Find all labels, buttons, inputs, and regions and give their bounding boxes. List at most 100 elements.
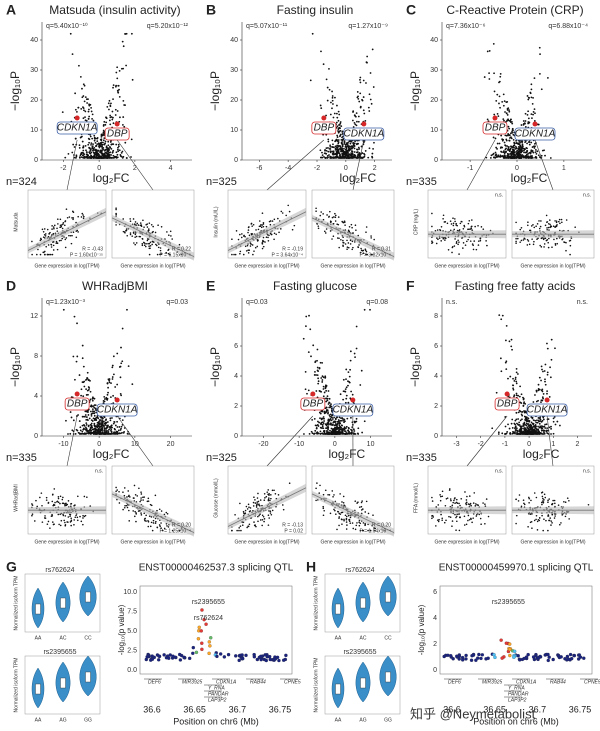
volcano-point (533, 77, 536, 80)
volcano-point (335, 430, 337, 432)
scatter-point (118, 490, 120, 493)
scatter-point (322, 505, 324, 508)
scatter-point (532, 224, 534, 226)
scatter-point (431, 496, 433, 499)
volcano-point (319, 430, 322, 433)
scatter-point (365, 231, 367, 233)
scatter-point (271, 509, 274, 512)
volcano-point (100, 416, 103, 419)
volcano-point (108, 425, 111, 428)
volcano-point (514, 376, 517, 379)
volcano-point (317, 380, 320, 383)
scatter-point (61, 237, 64, 240)
volcano-point (348, 153, 351, 156)
volcano-point (101, 145, 103, 148)
volcano-point (508, 340, 511, 343)
volcano-point (93, 139, 96, 142)
volcano-point (345, 425, 348, 428)
scatter-point (237, 238, 240, 241)
scatter-point (316, 482, 318, 484)
scatter-point (360, 249, 363, 252)
volcano-point (87, 143, 90, 146)
volcano-point (335, 155, 338, 158)
scatter-point (354, 528, 357, 531)
volcano-point (118, 69, 121, 72)
scatter-point (559, 222, 561, 225)
volcano-point (316, 423, 319, 426)
scatter-point (346, 239, 348, 242)
scatter-point (152, 225, 154, 228)
volcano-point (369, 98, 372, 101)
volcano-point (492, 152, 495, 155)
volcano-point (519, 144, 522, 147)
volcano-point (356, 96, 359, 99)
volcano-point (497, 154, 500, 157)
volcano-point (349, 154, 352, 157)
scatter-point (262, 225, 265, 228)
scatter-point (166, 231, 168, 233)
volcano-point (91, 426, 94, 429)
volcano-point (342, 150, 344, 153)
volcano-point (319, 412, 322, 415)
stat-label: R = 0.22 (172, 246, 191, 252)
volcano-point (544, 380, 546, 383)
volcano-point (524, 432, 527, 435)
q-left: q=5.07x10⁻¹¹ (246, 23, 288, 30)
q-left: n.s. (446, 299, 457, 306)
scatter-point (239, 525, 242, 527)
volcano-point (326, 430, 329, 432)
volcano-point (100, 425, 103, 428)
scatter-point (452, 224, 455, 227)
scatter-point (362, 252, 365, 254)
volcano-point (101, 155, 104, 158)
scatter-point (360, 247, 362, 250)
scatter-point (463, 224, 465, 227)
volcano-point (348, 156, 351, 158)
scatter-point (43, 251, 45, 254)
volcano-point (513, 141, 516, 144)
y-tick-label: 40 (230, 37, 238, 44)
volcano-point (358, 100, 361, 103)
scatter-point (334, 212, 336, 215)
scatter-point (463, 225, 466, 228)
volcano-point (494, 137, 497, 140)
volcano-point (511, 348, 513, 351)
scatter-point (37, 248, 39, 251)
volcano-point (75, 155, 78, 158)
volcano-point (345, 147, 348, 150)
volcano-point (525, 419, 527, 422)
volcano-point (544, 154, 546, 157)
scatter-point (554, 226, 556, 228)
scatter-point (262, 236, 265, 239)
volcano-point (533, 108, 536, 111)
scatter-point (52, 226, 55, 228)
volcano-point (94, 429, 97, 432)
scatter-point (135, 520, 137, 523)
volcano-point (488, 50, 491, 52)
volcano-point (316, 374, 319, 377)
volcano-point (543, 425, 546, 428)
scatter-point (253, 496, 255, 499)
volcano-point (108, 108, 110, 111)
volcano-point (352, 146, 354, 149)
y-tick-label: 4 (34, 393, 38, 400)
volcano-point (511, 157, 514, 159)
volcano-point (357, 115, 360, 118)
volcano-point (348, 145, 351, 148)
volcano-point (538, 72, 541, 75)
volcano-point (124, 141, 127, 144)
scatter-frame (511, 189, 595, 259)
volcano-point (529, 92, 532, 95)
volcano-point (348, 375, 351, 378)
volcano-point (500, 318, 503, 321)
scatter-point (338, 524, 340, 527)
scatter-point (128, 509, 130, 512)
scatter-point (63, 519, 65, 522)
scatter-point (351, 240, 354, 243)
scatter-point (522, 239, 525, 241)
y-tick-label: 40 (430, 37, 438, 44)
volcano-point (80, 152, 83, 154)
volcano-point (330, 157, 333, 159)
volcano-point (325, 427, 328, 430)
scatter-point (264, 497, 266, 499)
